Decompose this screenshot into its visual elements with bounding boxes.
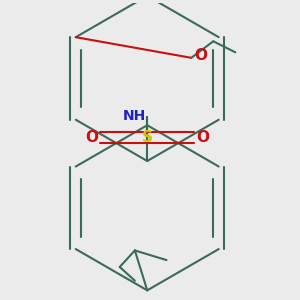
Text: S: S	[142, 130, 153, 145]
Text: O: O	[86, 130, 99, 145]
Text: O: O	[196, 130, 209, 145]
Text: NH: NH	[123, 109, 146, 123]
Text: O: O	[195, 48, 208, 63]
